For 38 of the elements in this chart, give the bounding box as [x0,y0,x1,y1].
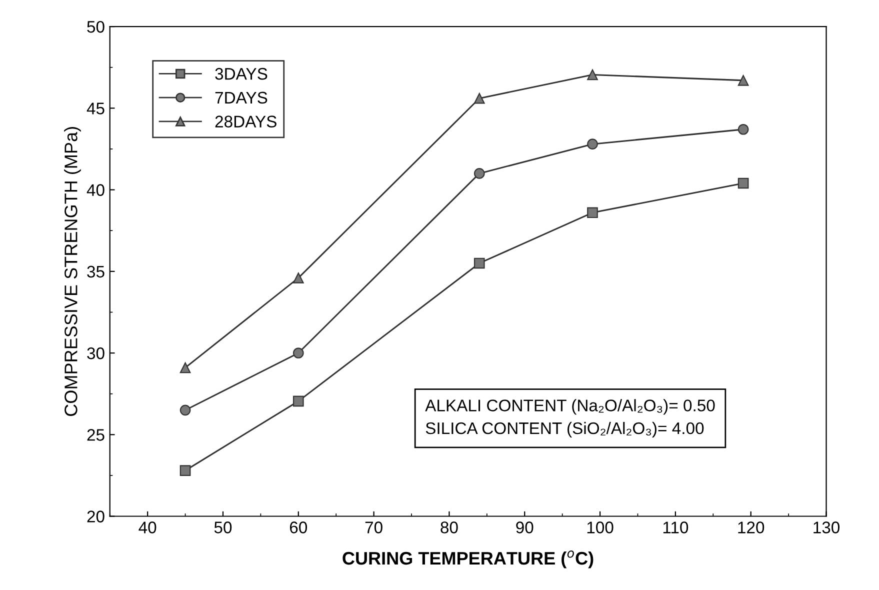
y-tick-label: 25 [87,429,104,441]
point [474,168,485,179]
x-tick-label: 50 [214,522,232,534]
point [292,272,304,284]
point [292,396,304,407]
point [180,404,191,416]
x-tick-label: 90 [516,522,534,534]
x-axis-title: CURING TEMPERATURE ($^{o}$C) [342,550,594,568]
y-tick-label: 45 [86,102,104,114]
point [474,258,485,269]
y-tick-label: 30 [87,347,104,360]
x-tick-label: 100 [587,522,614,534]
x-tick-label: 120 [738,522,764,534]
point [180,465,191,476]
point [738,75,749,86]
point [180,362,191,374]
point [738,124,749,135]
x-tick-label: 130 [814,522,840,534]
point [587,207,598,218]
point [587,138,598,150]
legend-label: 3DAYS [215,68,268,80]
x-tick-label: 70 [365,522,382,534]
y-tick-label: 20 [87,510,104,522]
y-tick-label: 50 [87,20,104,33]
point [587,69,598,80]
y-tick-label: 40 [86,184,104,196]
point [738,178,749,189]
y-tick-label: 35 [87,266,104,278]
legend-label: 7DAYS [215,92,268,104]
x-tick-label: 60 [290,522,308,534]
x-tick-label: 110 [663,522,688,534]
point [292,348,304,358]
x-tick-label: 80 [440,522,458,534]
point [474,92,485,104]
legend-label: 28DAYS [215,116,276,128]
x-tick-label: 40 [138,522,156,534]
annotation: ALKALI CONTENT (Na₂O/Al₂O₃)= 0.50 SILICA CONTENT (SiO₂/Al₂O₃)= 4.00 [425,399,715,438]
y-axis-title: COMPRESSIVE STRENGTH (MPa) [64,127,81,416]
